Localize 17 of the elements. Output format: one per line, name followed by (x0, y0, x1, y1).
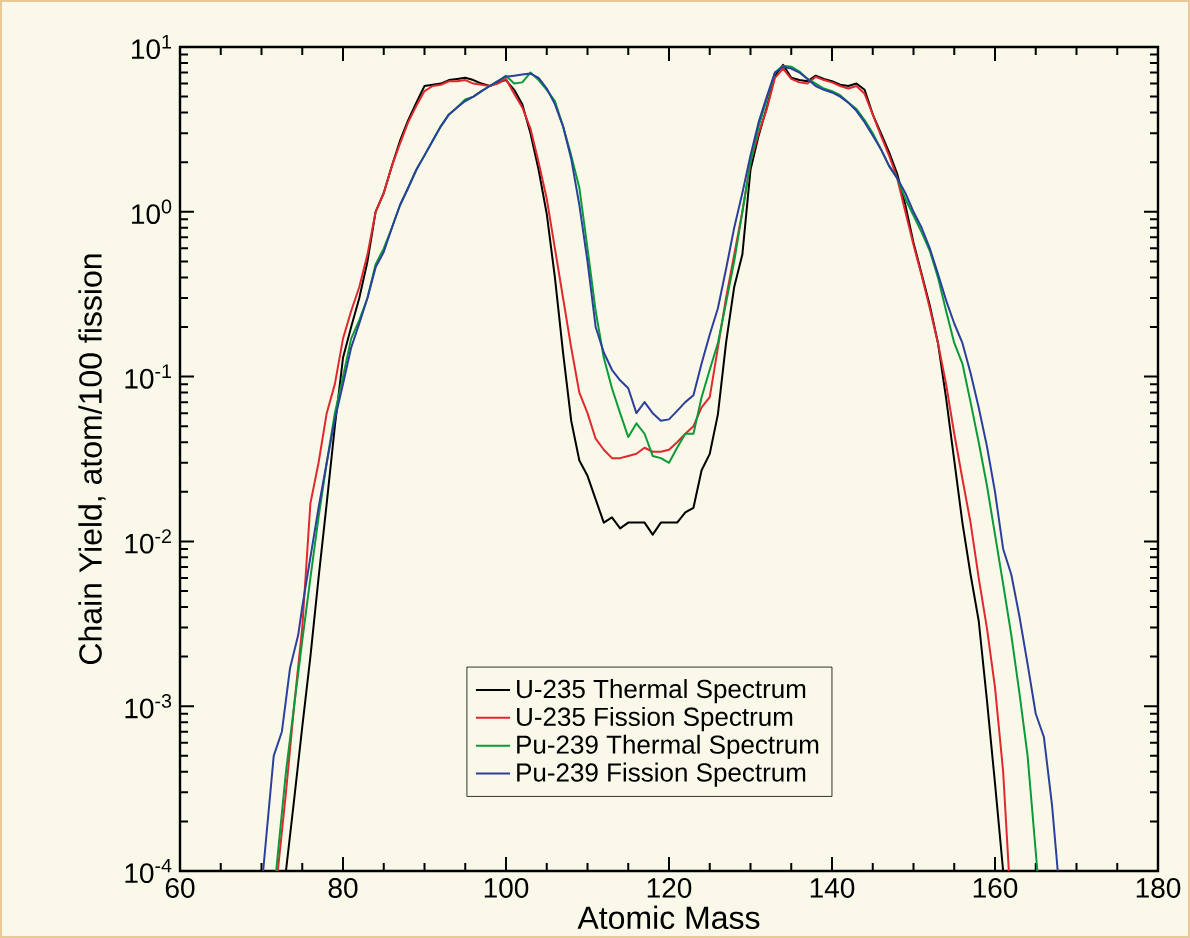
x-tick-label: 140 (810, 878, 855, 898)
x-tick-label: 160 (973, 878, 1018, 898)
y-tick-label: 10$^{-3}$ (125, 694, 172, 719)
y-axis-title: Chain Yield, atom/100 fission (78, 254, 106, 664)
legend-label: U-235 Fission Spectrum (517, 706, 793, 732)
y-tick-label: 10$^{0}$ (132, 199, 172, 225)
y-tick-label: 10$^{-2}$ (125, 529, 171, 554)
x-tick-label: 180 (1136, 878, 1181, 898)
y-tick-label: 10$^{-1}$ (125, 364, 171, 389)
legend-label: Pu-239 Thermal Spectrum (517, 734, 819, 759)
x-axis-title: Atomic Mass (577, 905, 760, 930)
x-tick-label: 100 (484, 878, 529, 898)
legend-label: U-235 Thermal Spectrum (517, 679, 806, 704)
x-tick-label: 120 (647, 878, 692, 898)
y-tick-label: 10$^{1}$ (132, 34, 171, 60)
legend-label: Pu-239 Fission Spectrum (517, 762, 806, 787)
x-tick-label: 80 (328, 878, 358, 898)
